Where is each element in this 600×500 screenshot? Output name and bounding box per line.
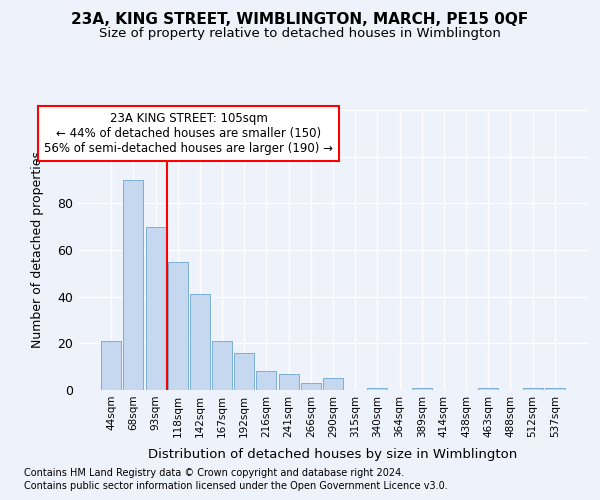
Bar [101, 341, 121, 390]
Bar [523, 388, 542, 390]
Bar [545, 388, 565, 390]
Bar [124, 180, 143, 390]
Bar [212, 341, 232, 390]
Bar [323, 378, 343, 390]
Text: 23A KING STREET: 105sqm
← 44% of detached houses are smaller (150)
56% of semi-d: 23A KING STREET: 105sqm ← 44% of detache… [44, 112, 334, 156]
Bar [168, 262, 188, 390]
Bar [256, 372, 277, 390]
Bar [301, 383, 321, 390]
Bar [234, 352, 254, 390]
Bar [478, 388, 498, 390]
Text: Contains public sector information licensed under the Open Government Licence v3: Contains public sector information licen… [24, 481, 448, 491]
X-axis label: Distribution of detached houses by size in Wimblington: Distribution of detached houses by size … [148, 448, 518, 461]
Text: 23A, KING STREET, WIMBLINGTON, MARCH, PE15 0QF: 23A, KING STREET, WIMBLINGTON, MARCH, PE… [71, 12, 529, 28]
Text: Size of property relative to detached houses in Wimblington: Size of property relative to detached ho… [99, 28, 501, 40]
Bar [278, 374, 299, 390]
Bar [190, 294, 210, 390]
Bar [367, 388, 388, 390]
Text: Contains HM Land Registry data © Crown copyright and database right 2024.: Contains HM Land Registry data © Crown c… [24, 468, 404, 477]
Bar [412, 388, 432, 390]
Bar [146, 226, 166, 390]
Y-axis label: Number of detached properties: Number of detached properties [31, 152, 44, 348]
